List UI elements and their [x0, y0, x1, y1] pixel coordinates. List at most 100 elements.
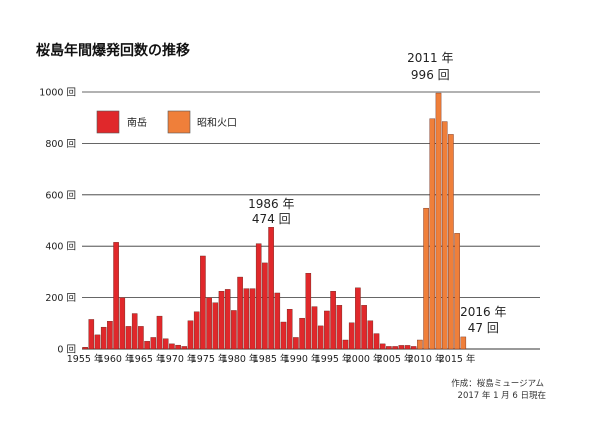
bar-1956 — [88, 319, 95, 350]
legend-swatch-showa-crater — [167, 110, 191, 134]
x-tick-label: 1985 年 — [253, 353, 290, 365]
x-tick-label: 1965 年 — [129, 353, 166, 365]
bar-1997 — [342, 339, 349, 350]
bar-1984 — [262, 262, 268, 350]
bar-2008 — [410, 346, 417, 350]
legend-label-minamidake: 南岳 — [127, 116, 147, 129]
y-axis: 0 回 200 回 400 回 600 回 800 回 1000 回 — [39, 88, 76, 356]
annotation-value: 996 回 — [411, 68, 450, 82]
bar-2005 — [392, 346, 398, 350]
bar-1975 — [206, 297, 212, 350]
bar-1978 — [224, 289, 231, 350]
bar-2010 — [423, 207, 429, 350]
bar-1957 — [94, 334, 101, 350]
bar-1970 — [175, 344, 181, 350]
bar-2007 — [404, 345, 411, 350]
bar-1992 — [311, 306, 318, 350]
bar-2012 — [435, 92, 442, 350]
bar-1993 — [317, 325, 324, 350]
bar-1966 — [150, 337, 157, 350]
bar-1974 — [200, 255, 206, 350]
legend: 南岳 昭和火口 — [96, 110, 237, 134]
bar-1991 — [305, 273, 312, 350]
footer-author: 作成：桜島ミュージアム — [451, 378, 544, 389]
bar-1960 — [113, 242, 119, 350]
bar-1996 — [336, 305, 343, 350]
legend-swatch-minamidake — [96, 110, 120, 134]
x-tick-label: 1970 年 — [160, 353, 197, 365]
annotation-value: 474 回 — [252, 212, 291, 226]
bar-2013 — [441, 121, 448, 350]
bar-1969 — [169, 343, 175, 350]
legend-label-showa-crater: 昭和火口 — [197, 117, 237, 129]
y-tick-label: 0 回 — [57, 345, 76, 356]
x-tick-label: 1960 年 — [98, 353, 135, 365]
x-tick-label: 1955 年 — [67, 353, 104, 365]
bar-1981 — [243, 288, 250, 350]
bar-2001 — [367, 320, 374, 350]
bar-2004 — [386, 346, 392, 350]
x-tick-label: 1990 年 — [284, 353, 321, 365]
bar-1967 — [156, 315, 163, 350]
bar-1986 — [274, 292, 281, 350]
x-tick-label: 2015 年 — [439, 353, 476, 365]
bar-1968 — [162, 338, 169, 350]
bar-1964 — [138, 326, 144, 350]
bar-1999 — [355, 287, 361, 350]
bar-2011 — [429, 118, 436, 350]
bar-2006 — [398, 345, 405, 350]
bar-1988 — [286, 308, 293, 350]
chart-title: 桜島年間爆発回数の推移 — [36, 42, 190, 59]
bar-1973 — [193, 311, 200, 350]
bar-1971 — [181, 346, 188, 350]
bar-2002 — [373, 333, 380, 350]
bar-1965 — [144, 341, 150, 350]
bar-2000 — [361, 305, 367, 350]
bar-2014 — [448, 134, 454, 350]
bar-1976 — [212, 302, 219, 350]
bar-2003 — [379, 343, 386, 350]
bar-1955 — [82, 347, 88, 350]
bar-1989 — [293, 337, 299, 350]
bar-1963 — [131, 313, 138, 350]
y-tick-label: 400 回 — [45, 242, 76, 253]
annotation-year: 1986 年 — [248, 197, 294, 211]
bar-1995 — [330, 291, 336, 350]
y-tick-label: 600 回 — [45, 190, 76, 201]
x-tick-label: 1975 年 — [191, 353, 228, 365]
bar-1959 — [107, 321, 113, 350]
bar-1977 — [218, 291, 225, 350]
bar-1985 — [268, 227, 274, 350]
bar-2016 — [460, 336, 467, 350]
footer-date: 2017 年 1 月 6 日現在 — [458, 390, 546, 401]
x-tick-label: 1980 年 — [222, 353, 259, 365]
bar-1994 — [324, 310, 330, 350]
x-tick-label: 2010 年 — [408, 353, 445, 365]
bar-1958 — [100, 326, 107, 350]
x-tick-label: 2000 年 — [346, 353, 383, 365]
bar-2009 — [417, 339, 423, 350]
x-tick-label: 2005 年 — [377, 353, 414, 365]
bar-1962 — [125, 326, 132, 350]
bar-1987 — [280, 321, 287, 350]
x-tick-label: 1995 年 — [315, 353, 352, 365]
bar-1998 — [348, 322, 355, 350]
annotation-year: 2011 年 — [407, 51, 453, 65]
bar-1972 — [187, 320, 194, 350]
y-tick-label: 800 回 — [45, 139, 76, 150]
bar-1979 — [231, 310, 237, 350]
bars — [82, 92, 467, 350]
bar-1983 — [255, 243, 262, 350]
annotation-year: 2016 年 — [460, 305, 506, 319]
bar-1990 — [299, 317, 305, 350]
bar-1980 — [237, 276, 243, 350]
bar-2015 — [454, 233, 460, 350]
bar-1961 — [119, 297, 126, 350]
annotation-value: 47 回 — [468, 321, 499, 335]
y-tick-label: 200 回 — [45, 293, 76, 304]
bar-1982 — [249, 288, 256, 350]
y-tick-label: 1000 回 — [39, 88, 76, 99]
